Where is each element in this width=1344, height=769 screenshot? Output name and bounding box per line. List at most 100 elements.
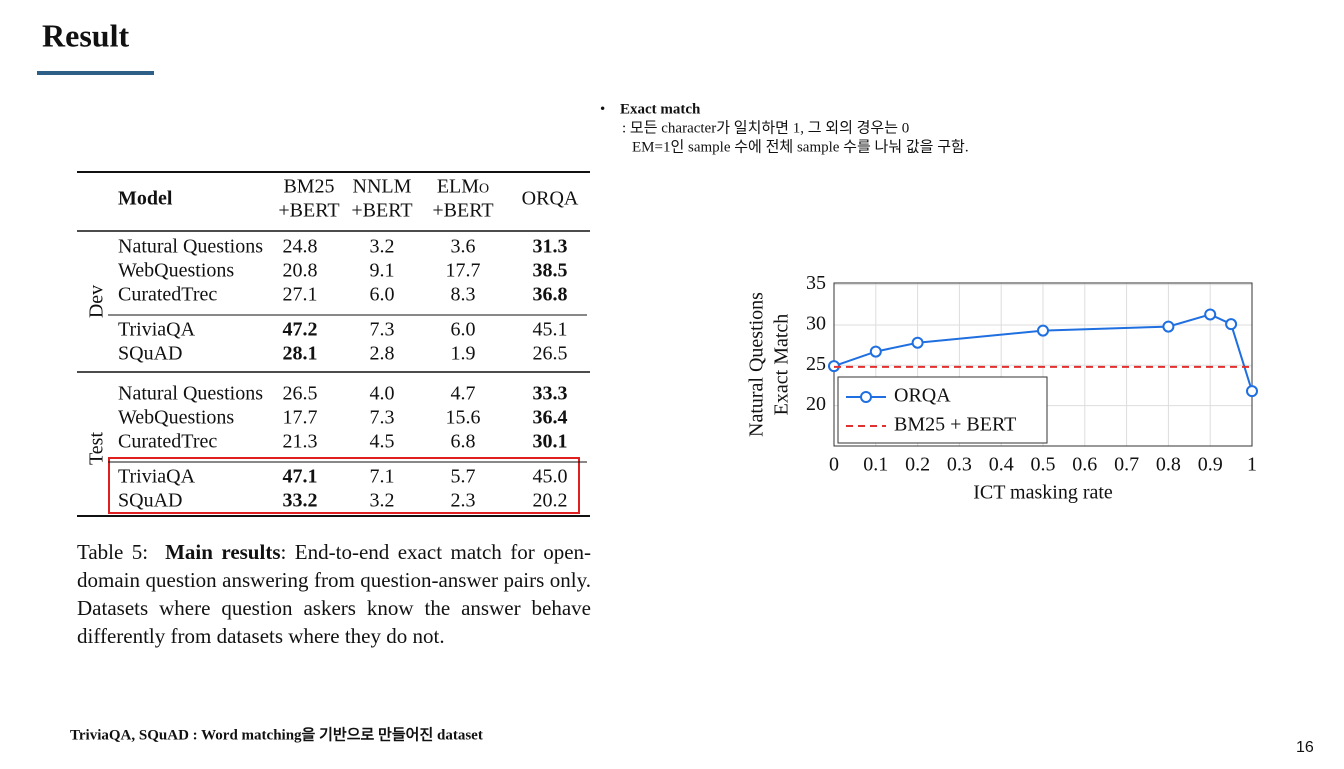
table-cell: 6.8	[451, 431, 476, 453]
table-cell: 6.0	[451, 319, 476, 341]
caption-bold: Main results	[165, 540, 281, 564]
y-axis-label: Natural Questions	[746, 292, 768, 437]
table-cell: 5.7	[451, 466, 476, 488]
note-line: EM=1인 sample 수에 전체 sample 수를 나눠 값을 구함.	[632, 138, 969, 155]
group-label: Dev	[86, 285, 108, 318]
column-header: NNLM	[353, 176, 412, 198]
table-cell: 47.2	[283, 319, 318, 341]
x-tick-label: 1	[1247, 454, 1257, 476]
footer-note: TriviaQA, SQuAD : Word matching을 기반으로 만들…	[70, 726, 483, 743]
table-cell: 15.6	[446, 407, 481, 429]
group-label: Test	[86, 432, 108, 465]
column-header: +BERT	[432, 200, 493, 222]
column-header: ORQA	[522, 188, 579, 210]
caption-text: : End-to-end exact match for open-domain…	[77, 540, 592, 648]
table-cell: 17.7	[446, 260, 481, 282]
bullet: •	[600, 101, 605, 117]
x-tick-label: 0	[829, 454, 839, 476]
y-tick-label: 25	[806, 353, 826, 375]
table-cell: 20.8	[283, 260, 318, 282]
table-cell: 38.5	[533, 260, 568, 282]
table-cell: 9.1	[370, 260, 395, 282]
legend-label: ORQA	[894, 385, 951, 407]
table-cell: 36.8	[533, 284, 568, 306]
table-cell: 7.1	[370, 466, 395, 488]
table-cell: 2.8	[370, 343, 395, 365]
data-point	[1037, 324, 1049, 337]
column-header: Model	[118, 188, 173, 210]
data-point	[1204, 308, 1217, 321]
x-tick-label: 0.3	[947, 454, 972, 476]
table-cell: 31.3	[533, 236, 568, 258]
row-label: TriviaQA	[118, 466, 196, 488]
table-cell: 45.1	[533, 319, 568, 341]
x-tick-label: 0.8	[1156, 454, 1181, 476]
row-label: Natural Questions	[118, 383, 263, 405]
table-cell: 6.0	[370, 284, 395, 306]
table-cell: 30.1	[533, 431, 568, 453]
table-cell: 26.5	[283, 383, 318, 405]
data-point	[1225, 318, 1238, 331]
table-cell: 8.3	[451, 284, 476, 306]
y-tick-label: 20	[806, 393, 826, 415]
table-cell: 47.1	[283, 466, 318, 488]
table-cell: 4.5	[370, 431, 395, 453]
row-label: WebQuestions	[118, 260, 234, 282]
table-cell: 3.2	[370, 490, 395, 512]
table-cell: 26.5	[533, 343, 568, 365]
row-label: TriviaQA	[118, 319, 196, 341]
table-cell: 3.6	[451, 236, 476, 258]
row-label: Natural Questions	[118, 236, 263, 258]
note-line: : 모든 character가 일치하면 1, 그 외의 경우는 0	[622, 119, 909, 136]
column-header: +BERT	[351, 200, 412, 222]
y-axis-label: Exact Match	[771, 314, 793, 416]
table-caption: Table 5: Main results: End-to-end exact …	[77, 538, 591, 650]
x-tick-label: 0.9	[1198, 454, 1223, 476]
title-underline	[37, 71, 154, 75]
row-label: CuratedTrec	[118, 431, 217, 453]
highlight-box	[108, 457, 580, 514]
data-point	[869, 345, 882, 358]
row-label: SQuAD	[118, 343, 182, 365]
legend-marker	[860, 391, 872, 403]
data-point	[911, 336, 924, 349]
table-cell: 1.9	[451, 343, 476, 365]
x-tick-label: 0.7	[1114, 454, 1139, 476]
y-tick-label: 30	[806, 313, 826, 335]
table-cell: 7.3	[370, 319, 395, 341]
table-cell: 3.2	[370, 236, 395, 258]
row-label: WebQuestions	[118, 407, 234, 429]
x-tick-label: 0.6	[1072, 454, 1097, 476]
x-axis-label: ICT masking rate	[973, 482, 1113, 504]
x-tick-label: 0.2	[905, 454, 930, 476]
page-number: 16	[1296, 739, 1314, 756]
table-cell: 27.1	[283, 284, 318, 306]
y-tick-label: 35	[806, 272, 826, 294]
row-label: CuratedTrec	[118, 284, 217, 306]
legend-box	[837, 376, 1048, 444]
note-heading: Exact match	[620, 101, 701, 117]
data-point	[1162, 320, 1175, 333]
slide-title: Result	[42, 17, 129, 53]
table-cell: 17.7	[283, 407, 318, 429]
table-cell: 20.2	[533, 490, 568, 512]
table-cell: 28.1	[283, 343, 318, 365]
table-cell: 4.7	[451, 383, 476, 405]
column-header: +BERT	[278, 200, 339, 222]
row-label: SQuAD	[118, 490, 182, 512]
table-cell: 24.8	[283, 236, 318, 258]
column-header: ELMo	[437, 176, 489, 198]
table-cell: 4.0	[370, 383, 395, 405]
table-cell: 33.3	[533, 383, 568, 405]
x-tick-label: 0.1	[863, 454, 888, 476]
x-tick-label: 0.5	[1031, 454, 1056, 476]
table-cell: 45.0	[533, 466, 568, 488]
table-cell: 2.3	[451, 490, 476, 512]
table-cell: 36.4	[533, 407, 568, 429]
table-cell: 33.2	[283, 490, 318, 512]
column-header: BM25	[283, 176, 334, 198]
legend-label: BM25 + BERT	[894, 414, 1016, 436]
data-point	[1246, 385, 1258, 398]
